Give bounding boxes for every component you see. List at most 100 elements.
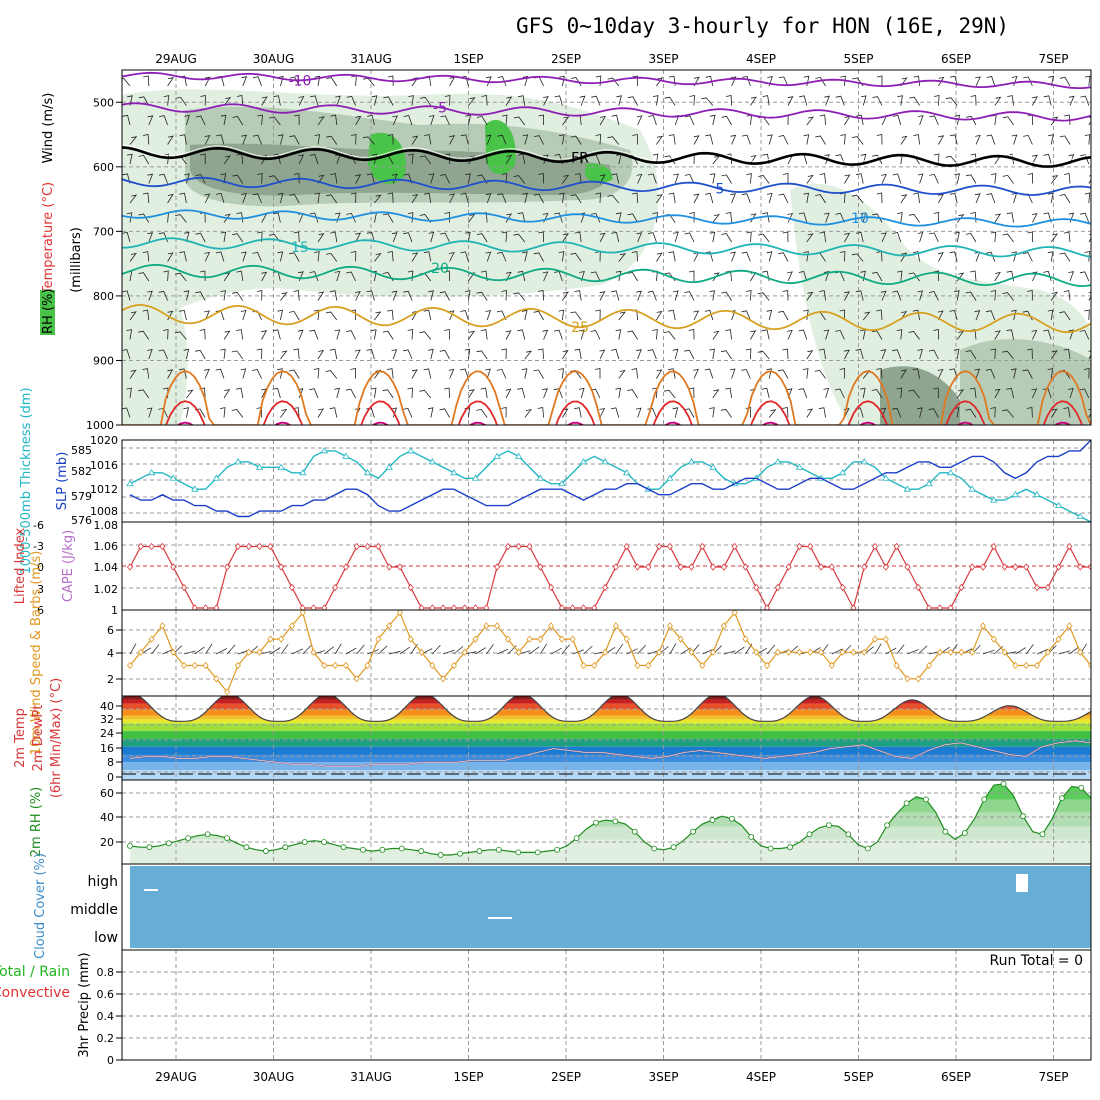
wind-barb (766, 309, 773, 321)
wind-barb (309, 154, 319, 165)
relative-humidity-shading (122, 89, 1091, 425)
wind-barb (407, 329, 414, 340)
wind-barb (872, 213, 883, 223)
wind-barb (534, 135, 544, 145)
thickness-point (536, 474, 545, 481)
wind-barb-10m (615, 643, 624, 655)
wind-barb (872, 154, 883, 165)
wind-barb-10m (378, 645, 388, 655)
wind-barb (574, 231, 582, 243)
wind-barb (806, 291, 814, 301)
wind-barb (656, 369, 663, 379)
wind-barb (975, 134, 981, 145)
wind-speed-point (774, 648, 781, 656)
wind-barb (159, 115, 168, 126)
wind-barb (1026, 407, 1033, 418)
wind-barb (965, 291, 977, 301)
wind-barb (223, 389, 231, 399)
rh-2m-point (845, 831, 852, 838)
thickness-point (147, 469, 156, 476)
wind-barb (599, 174, 606, 184)
wind-barb (969, 387, 977, 399)
wind-barb (223, 330, 231, 340)
rh-2m-point (826, 822, 832, 829)
wind-barb (928, 408, 939, 418)
wind-barb-10m (1090, 653, 1091, 654)
rh-2m-point (398, 845, 405, 852)
wind-barb (974, 193, 981, 204)
wind-barb (280, 350, 288, 360)
thickness-tick: 585 (71, 444, 92, 457)
wind-speed-point (126, 661, 134, 670)
wind-barb (183, 290, 190, 301)
wind-barb (610, 348, 620, 360)
wind-barb (938, 135, 945, 145)
wind-barb (444, 270, 450, 282)
wind-barb (705, 134, 714, 145)
rh-2m-panel: 60 40 20 2m RH (%) (29, 779, 1092, 865)
wind-barb (618, 253, 627, 262)
lifted-index-point (720, 563, 727, 571)
wind-barb (871, 330, 883, 340)
wind-barb (768, 409, 777, 418)
wind-barb (1032, 96, 1038, 106)
wind-barb (741, 368, 751, 379)
wind-barb (819, 231, 826, 243)
wind-barb (298, 95, 305, 106)
wind-barb (448, 368, 455, 379)
wind-speed-point (818, 648, 825, 656)
wind-barb (570, 194, 582, 204)
wind-barb (818, 348, 826, 360)
lifted-index-point (828, 563, 835, 571)
wind-barb (448, 310, 455, 321)
wind-speed-point (504, 635, 511, 643)
lifted-index-point (1077, 563, 1084, 571)
wind-tick: 6 (107, 624, 114, 637)
rh-shade (122, 230, 188, 425)
wind-barb (501, 114, 508, 126)
date-label-top: 2SEP (551, 52, 581, 66)
wind-barb (277, 134, 284, 145)
rh-2m-point (360, 846, 366, 853)
wind-barb (505, 96, 513, 106)
wind-barb (1011, 75, 1018, 87)
wind-barb (632, 134, 638, 145)
wind-barb (991, 114, 997, 126)
wind-barb (668, 309, 676, 321)
wind-barb (346, 154, 356, 165)
wind-barb (481, 95, 488, 106)
temperature-contour--5 (122, 102, 1091, 122)
wind-barb (1080, 95, 1090, 106)
wind-barb (815, 76, 826, 87)
lifted-index-point (526, 542, 533, 551)
wind-barb (937, 310, 944, 321)
lifted-index-point (1087, 563, 1091, 571)
wind-barb (241, 134, 248, 145)
wind-barb (599, 115, 607, 126)
wind-barb (876, 368, 883, 379)
lifted-tick: 6 (37, 604, 44, 617)
wind-barb (599, 291, 606, 301)
lifted-index-point (915, 583, 922, 592)
chart-title: GFS 0~10day 3-hourly for HON (16E, 29N) (516, 14, 1009, 38)
wind-barb (223, 155, 231, 165)
wind-barb (485, 251, 492, 262)
temperature-contour-20 (122, 263, 1091, 288)
lifted-index-line (129, 545, 1091, 610)
temperature-contour-25 (122, 303, 1091, 334)
temp-band (122, 770, 1091, 780)
date-label-top: 7SEP (1038, 52, 1068, 66)
wind-barb (761, 329, 770, 340)
wind-speed-point (764, 661, 771, 670)
date-label-bottom: 30AUG (253, 1070, 295, 1084)
wind-barb (562, 174, 570, 184)
wind-barb (1068, 387, 1074, 399)
wind-barb (562, 291, 569, 301)
wind-speed-point (580, 661, 587, 670)
rh-2m-point (942, 828, 949, 835)
wind-barb (460, 368, 469, 379)
wind-speed-point (494, 622, 501, 630)
wind-barb (1063, 290, 1071, 301)
wind-speed-point (731, 610, 738, 617)
